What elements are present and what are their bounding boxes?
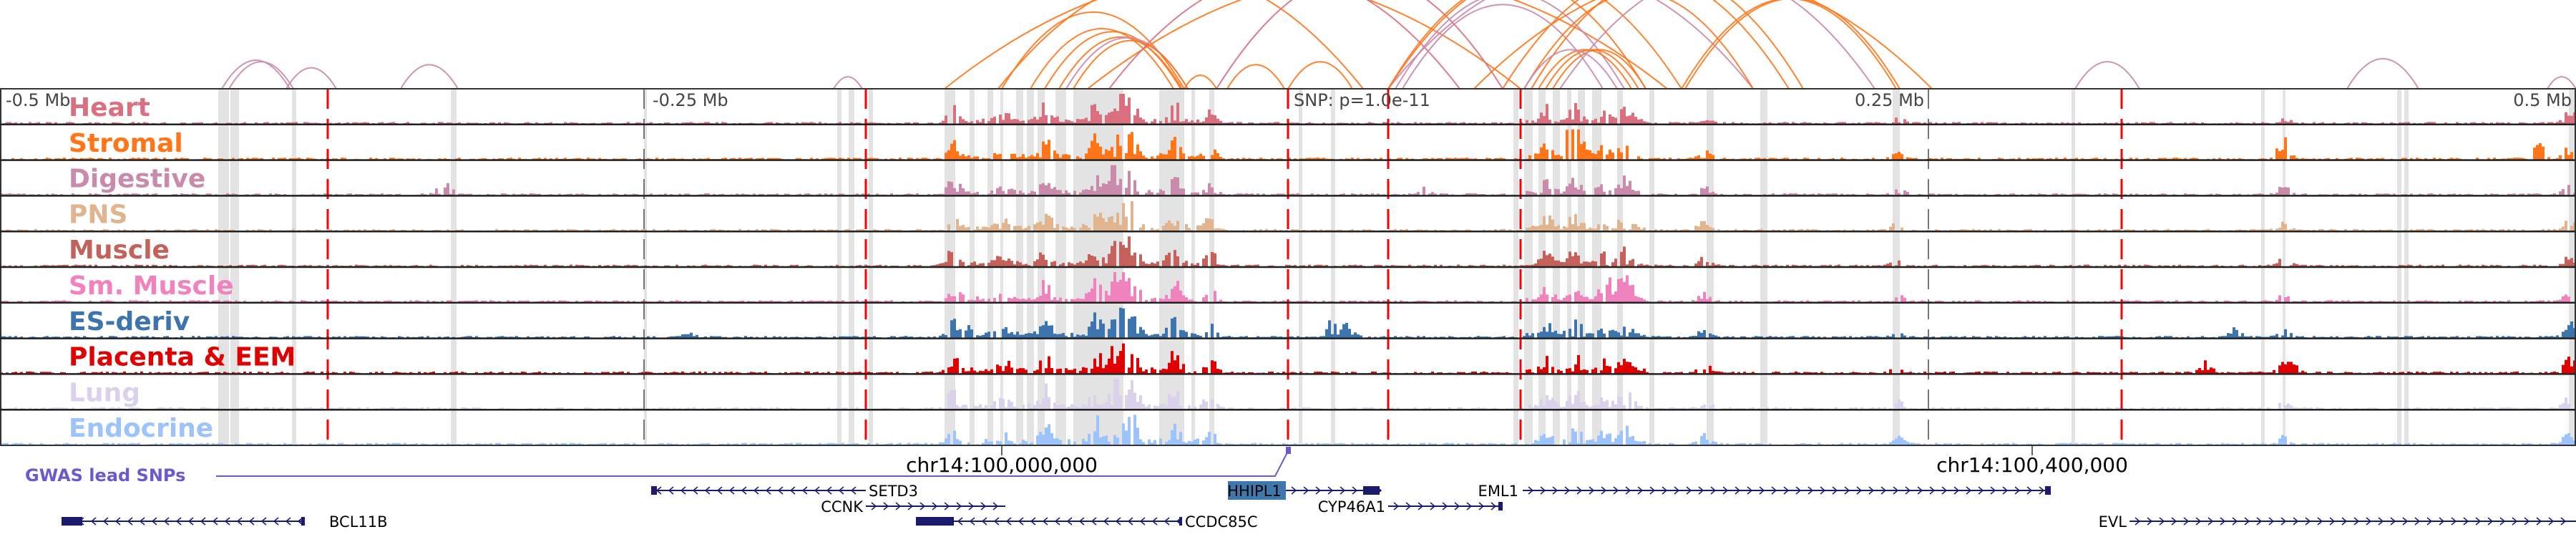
interaction-arc [1387, 0, 1754, 90]
gene-ccnk[interactable]: CCNK [821, 498, 1005, 516]
interaction-arc [1681, 0, 1897, 90]
gene-hhipl1[interactable]: HHIPL1 [1227, 481, 1382, 500]
gene-cyp46a1[interactable]: CYP46A1 [1318, 498, 1503, 516]
track-label[interactable]: Muscle [69, 236, 170, 265]
interaction-arc [228, 61, 294, 90]
gene-ccdc85c[interactable]: CCDC85C [916, 513, 1258, 531]
interaction-arc [1402, 4, 1604, 90]
interaction-arcs [221, 0, 2576, 90]
interaction-arc [221, 59, 291, 90]
interaction-arc [1058, 37, 1183, 90]
track-label[interactable]: Stromal [69, 129, 183, 158]
gene-label[interactable]: BCL11B [329, 513, 388, 531]
interaction-arc [1226, 64, 1285, 90]
interaction-arc [1502, 0, 1790, 90]
interaction-arc [1559, 0, 1875, 90]
axis-label-left-mid: -0.25 Mb [653, 90, 728, 110]
interaction-arc [1684, 0, 1901, 90]
gene-setd3[interactable]: SETD3 [651, 483, 918, 500]
gene-label[interactable]: HHIPL1 [1227, 483, 1282, 500]
track-label[interactable]: Lung [69, 378, 140, 407]
strand-arrows [2135, 517, 2567, 526]
exon-block [1179, 517, 1182, 526]
exon-block [301, 517, 305, 526]
interaction-arc [1545, 49, 1639, 90]
gene-label[interactable]: CCNK [821, 498, 864, 516]
signal-track-0 [3, 94, 2576, 124]
interaction-arc [1030, 28, 1174, 90]
track-label[interactable]: Digestive [69, 165, 205, 194]
interaction-arc [833, 76, 863, 90]
gene-eml1[interactable]: EML1 [1478, 483, 2051, 500]
interaction-arc [1087, 0, 1668, 90]
gwas-snp-marker[interactable] [1286, 447, 1291, 454]
track-label[interactable]: Endocrine [69, 414, 213, 443]
snp-pvalue-label: SNP: p=1.0e-11 [1294, 90, 1430, 110]
axis-label-left: -0.5 Mb [6, 90, 70, 110]
axis-label-right-mid: 0.25 Mb [1855, 90, 1924, 110]
gene-label[interactable]: EVL [2099, 513, 2127, 531]
gene-track: SETD3 EML1 HHIPL1 CCNK CYP46A1 EVL CCDC85C BCL1… [62, 481, 2576, 531]
interaction-arc [1395, 0, 1625, 90]
gene-label[interactable]: CYP46A1 [1318, 498, 1385, 516]
signal-track-8 [0, 379, 2570, 410]
gene-label[interactable]: EML1 [1478, 483, 1518, 500]
axis-label-right: 0.5 Mb [2513, 90, 2572, 110]
coord-label-1: chr14:100,000,000 [906, 453, 1098, 477]
coord-label-2: chr14:100,400,000 [1936, 453, 2128, 477]
interaction-arc [286, 67, 337, 90]
interaction-arc [1108, 0, 1460, 90]
gene-bcl11b[interactable]: BCL11B [62, 513, 388, 531]
exon-block [1363, 486, 1380, 495]
track-label[interactable]: Placenta & EEM [69, 343, 296, 372]
strand-arrows [871, 502, 999, 511]
signal-track-4 [3, 236, 2576, 266]
interaction-arc [400, 64, 459, 90]
interaction-arc [1538, 49, 1632, 90]
track-labels: Heart Stromal Digestive PNS Muscle Sm. Muscle… [69, 93, 296, 443]
interaction-arc [1184, 74, 1217, 90]
gene-highlight-box [1228, 481, 1286, 500]
strand-arrows [1393, 502, 1497, 511]
exon-block [2045, 486, 2051, 495]
interaction-arc [2346, 58, 2419, 90]
interaction-arc [1387, 0, 1682, 90]
gwas-snp-connector [216, 450, 1289, 477]
gene-evl[interactable]: EVL [2099, 513, 2576, 531]
interaction-arc [1523, 49, 1618, 90]
exon-block [1498, 502, 1503, 511]
gene-label[interactable]: SETD3 [869, 483, 918, 500]
gwas-track-label: GWAS lead SNPs [25, 465, 185, 485]
exon-block [62, 517, 82, 526]
track-label[interactable]: ES-deriv [69, 307, 190, 337]
track-frames [0, 88, 2576, 446]
interaction-arc [1531, 0, 1804, 90]
interaction-arc [1216, 0, 1503, 90]
exon-block [651, 486, 657, 495]
interaction-arc [1387, 0, 1646, 90]
interaction-arc [2547, 76, 2576, 90]
interaction-arc [997, 0, 1364, 90]
interaction-arc [1473, 0, 1933, 90]
track-label[interactable]: Heart [69, 93, 150, 122]
interaction-arc [1287, 61, 1353, 90]
track-label[interactable]: Sm. Muscle [69, 271, 234, 301]
track-label[interactable]: PNS [69, 200, 127, 229]
exon-block [916, 517, 954, 526]
gene-label[interactable]: CCDC85C [1185, 513, 1258, 531]
interaction-arc [1523, 0, 1754, 90]
interaction-arc [2074, 61, 2140, 90]
strand-arrows [1528, 486, 2045, 495]
signal-track-5 [0, 272, 2570, 302]
interaction-arc [1044, 31, 1181, 90]
interaction-arc [1552, 49, 1646, 90]
interaction-arc [1073, 40, 1189, 90]
